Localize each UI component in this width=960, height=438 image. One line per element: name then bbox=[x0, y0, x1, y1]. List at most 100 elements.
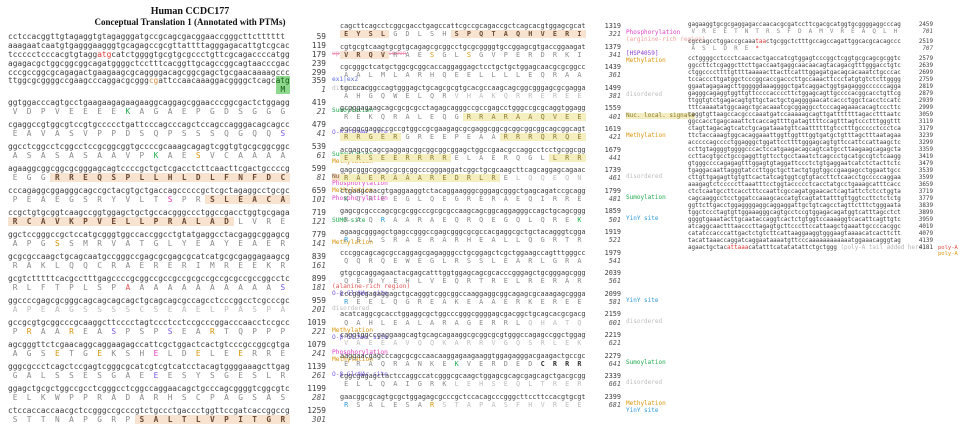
dna-sequence: cttgttgagagttgtgttcactatcagtggtcgtgtacct… bbox=[688, 175, 901, 181]
dna-sequence: gcgggagaagcagcgcgcgcctagagcagggccgccgagc… bbox=[340, 104, 586, 113]
aa-residue: G bbox=[233, 392, 248, 402]
dna-sequence: gagaaggtgcgcgaggagaccaacacgcgatccttcgacg… bbox=[688, 22, 901, 28]
aa-line: R E L S R A E R A R H E A L L Q G R T R … bbox=[340, 236, 640, 244]
aa-line: K Q R E E G L Q E G R E R A E Q I R R E … bbox=[340, 194, 666, 204]
aa-residue: S bbox=[64, 239, 79, 249]
aa-residue: T bbox=[450, 400, 463, 409]
dna-sequence: gccgcgtgcggcccgcaaggcttcccctagtccctcctcc… bbox=[8, 318, 290, 328]
nt-position-number: 59 bbox=[316, 32, 326, 41]
aa-residue: L bbox=[499, 236, 512, 245]
aa-residue: A bbox=[205, 283, 220, 293]
aa-residue: Q bbox=[340, 256, 353, 265]
nt-position-number: 119 bbox=[311, 40, 326, 50]
aa-residue: T bbox=[475, 277, 488, 286]
aa-residue: A bbox=[261, 392, 276, 402]
aa-residue: E bbox=[148, 370, 164, 380]
dna-line: aaagaatcaatgtgagggaagggtgcagagccgcgttatt… bbox=[8, 40, 338, 51]
aa-residue: L bbox=[163, 414, 178, 424]
aa-residue: E bbox=[573, 112, 586, 121]
aa-position-number: 701 bbox=[922, 29, 933, 35]
sequence-block: agaagcgggagctgagccgggccgagcgggcgcgccacga… bbox=[340, 228, 640, 245]
aa-residue: E bbox=[475, 318, 488, 327]
aa-residue: R bbox=[438, 318, 451, 327]
aa-residue: P bbox=[261, 327, 276, 336]
aa-residue: A bbox=[340, 71, 353, 80]
aa-residue: R bbox=[275, 370, 290, 380]
aa-residue: R bbox=[163, 217, 178, 227]
nt-position-number: 3599 bbox=[918, 175, 933, 181]
aa-residue: A bbox=[487, 236, 500, 245]
aa-residue: R bbox=[413, 133, 426, 142]
aa-position-number: 361 bbox=[608, 71, 621, 80]
aa-residue: I bbox=[536, 195, 549, 204]
aa-residue: D bbox=[794, 29, 806, 35]
aa-residue: L bbox=[413, 30, 426, 39]
nt-position-number: 719 bbox=[311, 208, 326, 218]
aa-residue: R bbox=[364, 256, 377, 265]
nt-position-number: 479 bbox=[311, 120, 326, 130]
aa-residue: R bbox=[573, 153, 586, 162]
aa-residue: D bbox=[499, 359, 512, 368]
aa-residue: L bbox=[219, 195, 234, 205]
aa-residue: C bbox=[536, 359, 549, 368]
aa-residue: H bbox=[163, 392, 178, 402]
aa-residue: E bbox=[413, 50, 426, 59]
aa-residue: L bbox=[511, 71, 525, 80]
sequence-block: ccgctgtgcggtcaagccggtggagctgctgccacgggcc… bbox=[8, 208, 366, 227]
annotation-label: Sumoylation bbox=[332, 107, 373, 115]
aa-residue: R bbox=[561, 30, 574, 39]
aa-residue: S bbox=[22, 151, 37, 161]
aa-residue: V bbox=[106, 239, 121, 249]
aa-residue: L bbox=[352, 380, 365, 389]
annotation-group: [HSP4059] Methylation bbox=[626, 50, 666, 64]
aa-position-number: 521 bbox=[608, 236, 621, 245]
nt-position-number: 3179 bbox=[918, 126, 933, 132]
aa-residue bbox=[50, 85, 64, 94]
annotation-label: YinY site bbox=[626, 214, 659, 222]
aa-residue: T bbox=[536, 380, 549, 389]
aa-residue: S bbox=[120, 348, 135, 358]
annotation-label: Phosphorylation bbox=[332, 180, 388, 188]
aa-position-number: 681 bbox=[608, 400, 621, 409]
dna-line: tggctccctagtgttggaaagggcagtgcctccgtggaga… bbox=[688, 210, 960, 217]
aa-residue: S bbox=[462, 256, 476, 265]
aa-line: R L F T P L S P A A A A A A A A A A A S … bbox=[8, 283, 411, 297]
aa-residue: R bbox=[462, 112, 476, 121]
aa-residue: E bbox=[413, 236, 426, 245]
aa-residue: I bbox=[233, 414, 248, 424]
dna-line: ggccttctcgaggcttcttgaccaatgaggcaacaacagt… bbox=[688, 63, 960, 70]
dna-line: ttctaccaaagtggcacaggaaattggttggtttggtgat… bbox=[688, 133, 960, 140]
dna-sequence: tggctccctagtgttggaaagggcagtgcctccgtggaga… bbox=[688, 210, 901, 216]
aa-line: R S A L E S A R S T A P A S F H V R E E … bbox=[340, 400, 666, 413]
aa-residue: E bbox=[340, 30, 353, 39]
aa-residue: L bbox=[364, 380, 377, 389]
aa-residue: Q bbox=[247, 129, 262, 139]
annotation-group: poly-A signalpoly-A site bbox=[938, 245, 960, 257]
annotation-group: Sumoylation bbox=[626, 194, 666, 202]
aa-residue: P bbox=[64, 392, 79, 402]
aa-residue: A bbox=[247, 195, 262, 205]
aa-residue: C bbox=[92, 261, 107, 271]
aa-residue: R bbox=[340, 174, 353, 183]
aa-residue: S bbox=[191, 129, 206, 139]
annotation-group: disordered bbox=[332, 305, 369, 313]
aa-residue: S bbox=[78, 151, 93, 161]
aa-residue: H bbox=[536, 318, 549, 327]
aa-residue: V bbox=[92, 217, 107, 227]
aa-residue: R bbox=[548, 133, 562, 142]
aa-residue: S bbox=[475, 256, 488, 265]
sequence-block: cgaggccgtggcgtccgtgccccctgattcccagcccagc… bbox=[8, 120, 388, 139]
aa-residue: V bbox=[247, 217, 262, 227]
dna-sequence: ttggcgcggggccgaagcccaggacgcggg bbox=[8, 76, 149, 86]
aa-residue: G bbox=[401, 133, 414, 142]
nt-position-number: 3839 bbox=[918, 203, 933, 209]
annotation-label: Methylation bbox=[332, 355, 373, 363]
aa-residue: A bbox=[22, 261, 37, 271]
nt-position-number: 2339 bbox=[604, 372, 621, 381]
aa-residue: S bbox=[92, 370, 107, 380]
aa-residue: Q bbox=[425, 92, 439, 101]
nt-position-number: 659 bbox=[311, 186, 326, 196]
aa-residue: R bbox=[340, 215, 353, 224]
aa-residue: R bbox=[573, 236, 586, 245]
aa-residue: P bbox=[78, 392, 93, 402]
